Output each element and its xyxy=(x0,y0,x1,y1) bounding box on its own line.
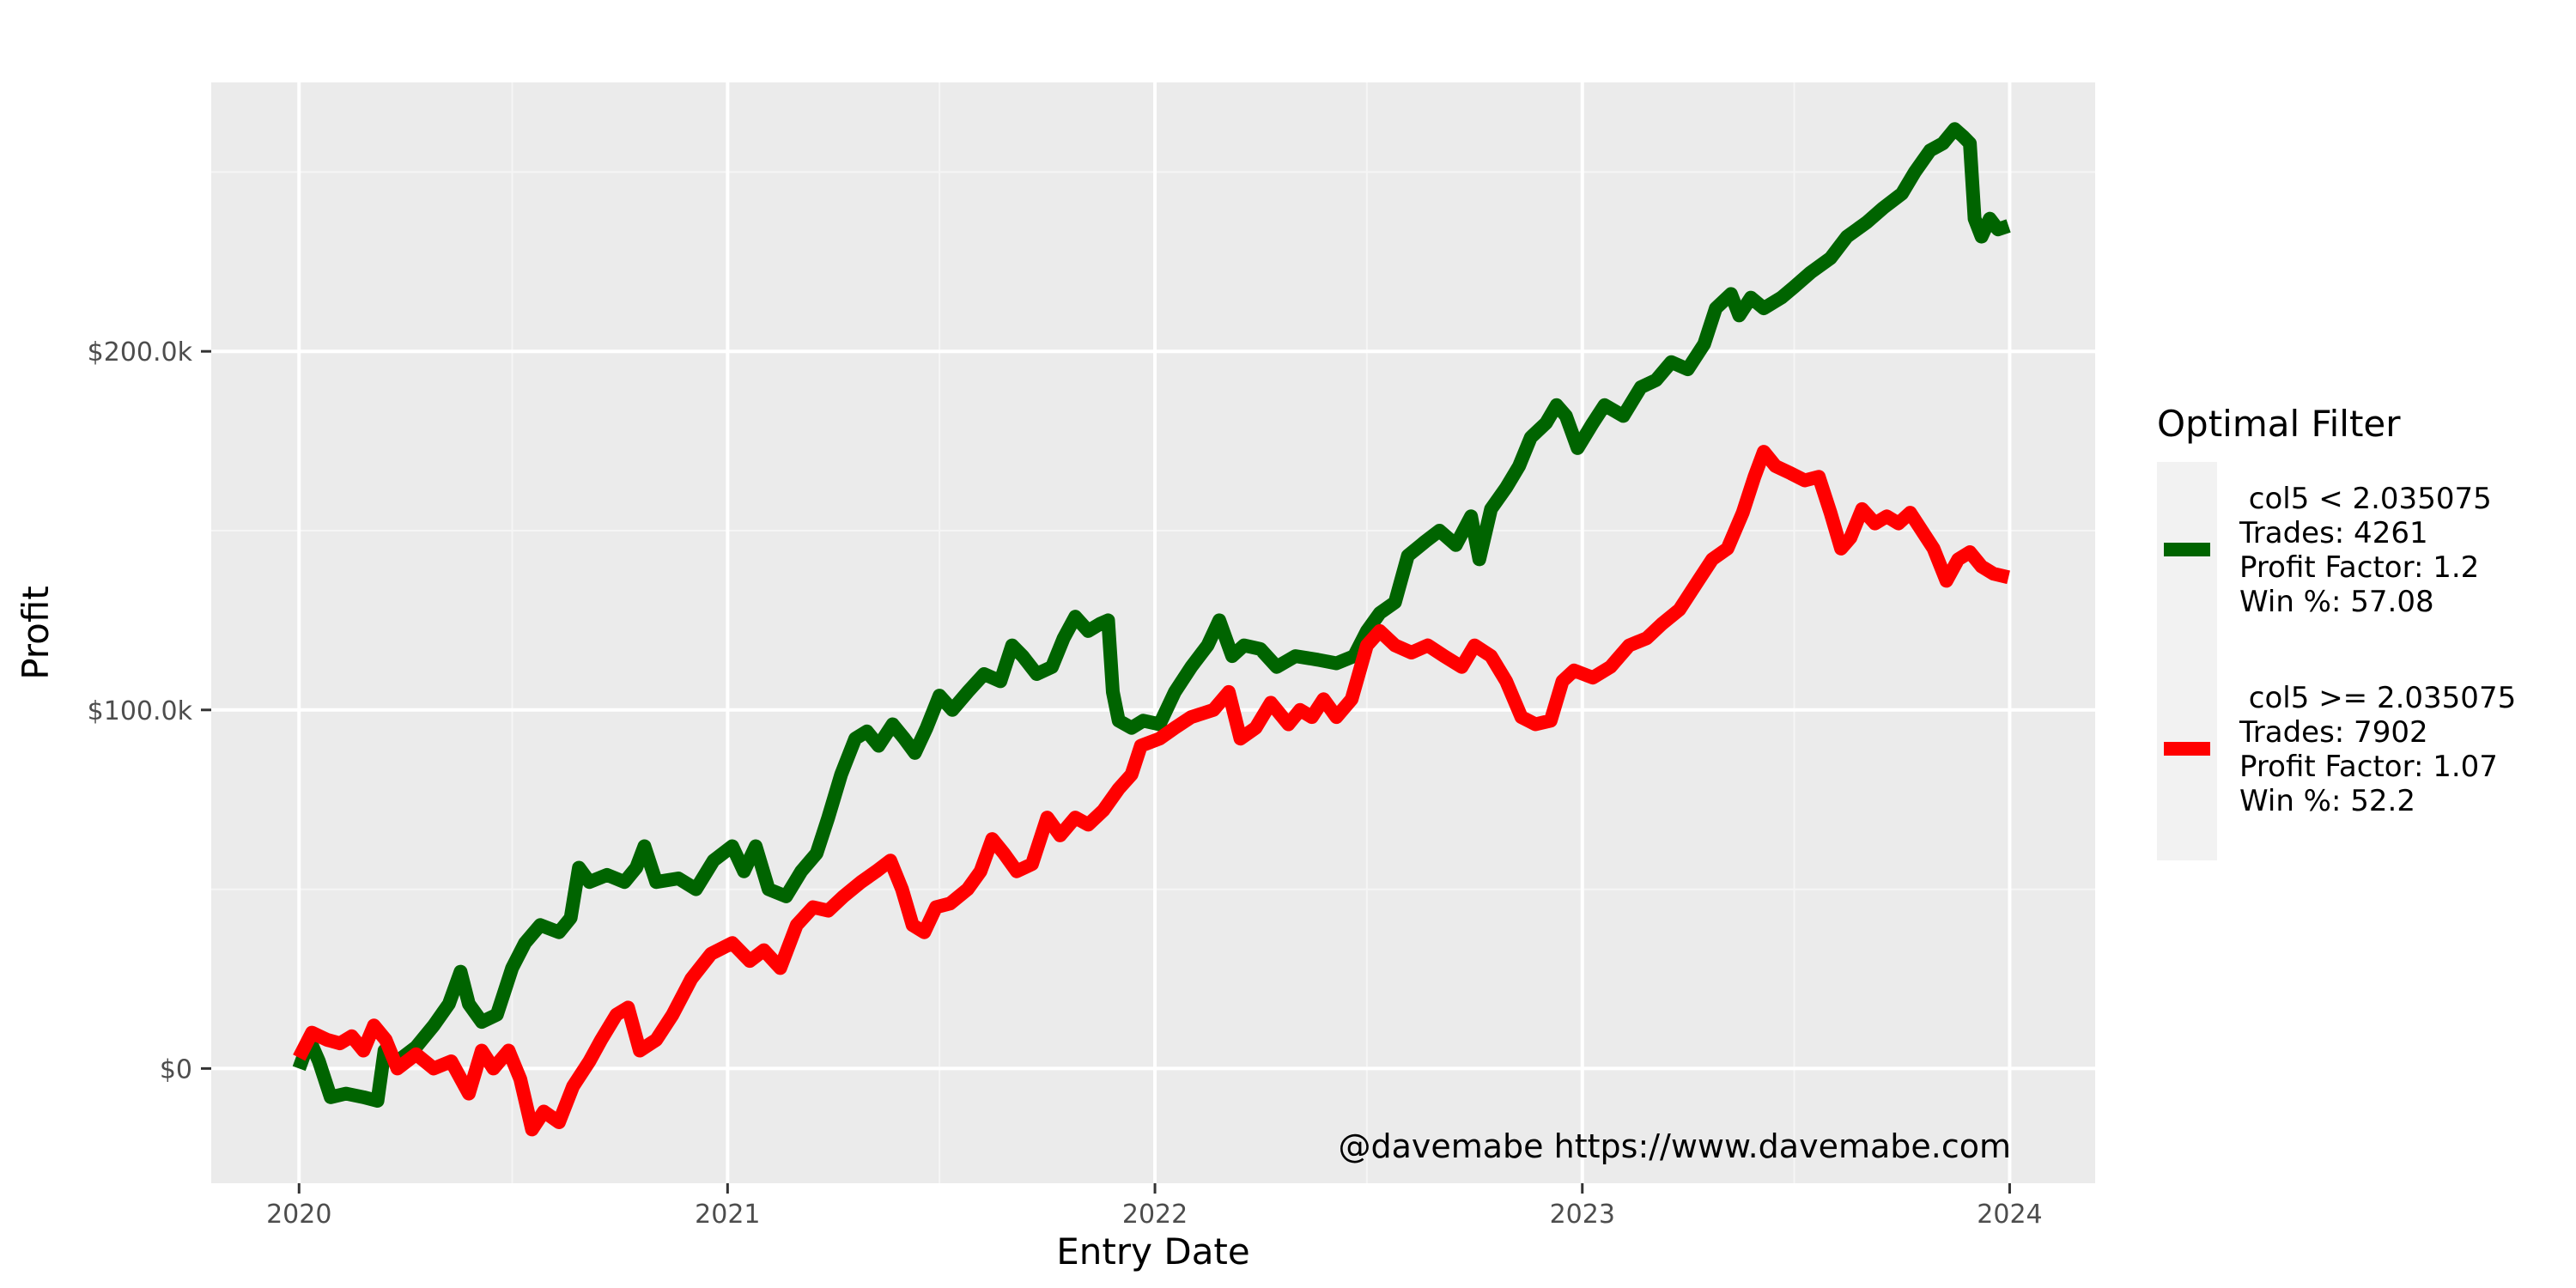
x-tick-label: 2022 xyxy=(1122,1200,1188,1230)
x-tick-label: 2020 xyxy=(266,1200,331,1230)
y-axis: $0 $100.0k $200.0k xyxy=(88,337,211,1084)
y-tick-label: $200.0k xyxy=(88,337,193,368)
legend-entry-2-line: Win %: 52.2 xyxy=(2239,784,2415,818)
plot-panel xyxy=(211,82,2095,1183)
legend-title: Optimal Filter xyxy=(2157,403,2401,445)
series-line-1 xyxy=(292,122,2011,1108)
y-axis-title: Profit xyxy=(15,586,57,680)
legend-entry-1-line: col5 < 2.035075 xyxy=(2239,482,2492,516)
legend-entry-2-line: Trades: 7902 xyxy=(2239,715,2428,750)
legend-entry-2-line: col5 >= 2.035075 xyxy=(2239,681,2516,715)
y-tick-label: $100.0k xyxy=(88,696,193,726)
y-tick-label: $0 xyxy=(160,1054,192,1084)
legend-entry-1-line: Trades: 4261 xyxy=(2239,516,2428,550)
legend-entry-1-line: Win %: 57.08 xyxy=(2239,585,2434,619)
series-layer xyxy=(292,122,2011,1137)
x-tick-label: 2023 xyxy=(1550,1200,1615,1230)
x-tick-label: 2024 xyxy=(1977,1200,2042,1230)
legend-key-background xyxy=(2157,462,2217,860)
grid-major xyxy=(211,82,2095,1183)
x-tick-label: 2021 xyxy=(695,1200,760,1230)
chart-caption: @davemabe https://www.davemabe.com xyxy=(1338,1127,2011,1165)
series-line-2 xyxy=(293,445,2010,1137)
x-axis: 2020 2021 2022 2023 2024 xyxy=(266,1183,2043,1230)
legend-entry-1-line: Profit Factor: 1.2 xyxy=(2239,550,2479,585)
legend-entry-2-line: Profit Factor: 1.07 xyxy=(2239,750,2498,784)
x-axis-title: Entry Date xyxy=(1056,1230,1249,1273)
